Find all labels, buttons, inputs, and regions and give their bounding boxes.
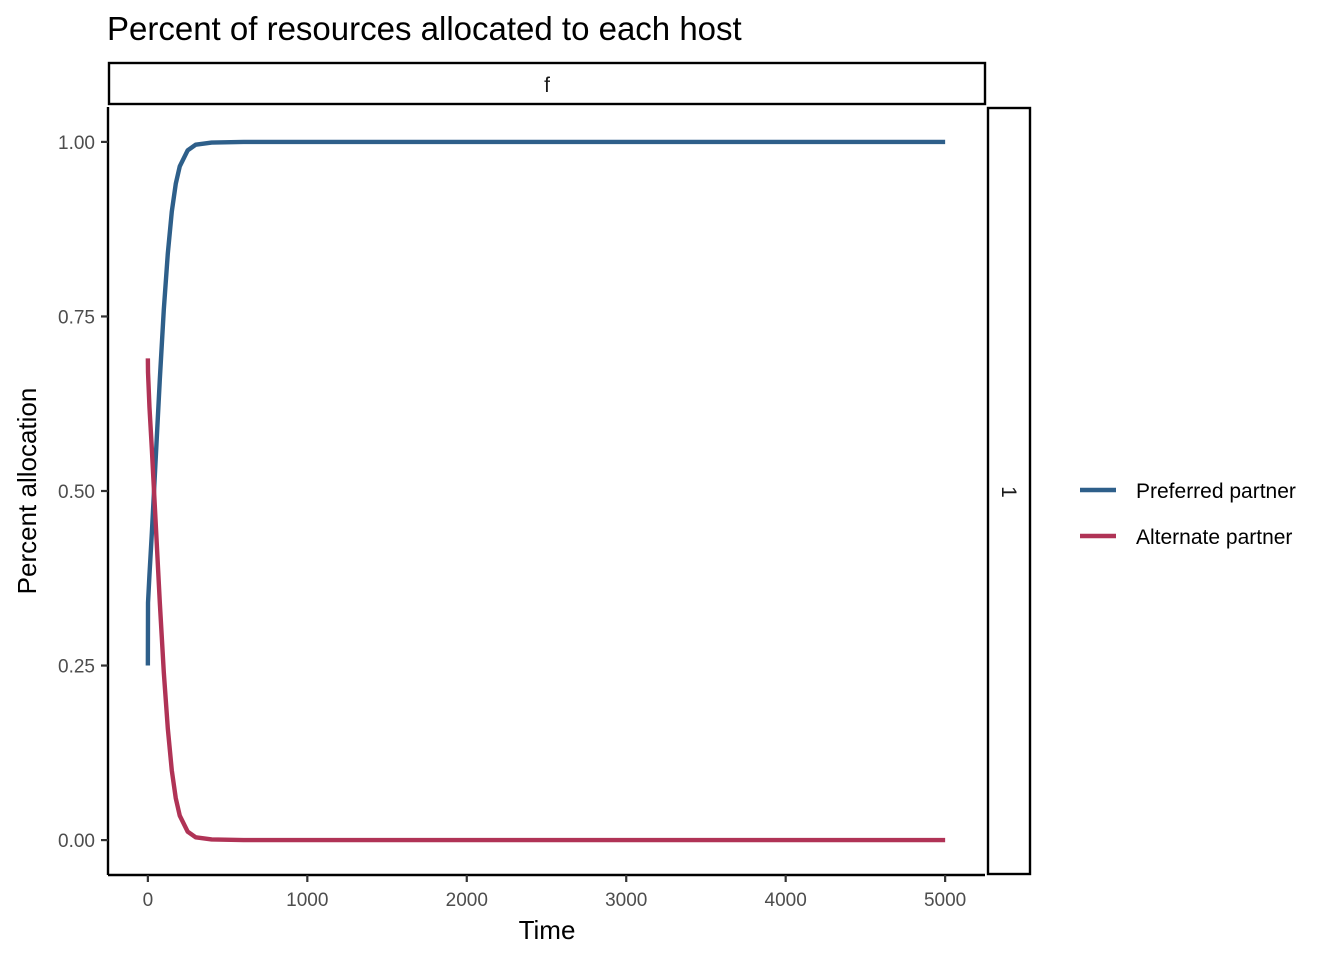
y-tick-label: 0.75 <box>58 307 95 328</box>
x-tick-label: 5000 <box>924 890 966 911</box>
x-axis-title: Time <box>519 915 576 945</box>
x-tick-label: 0 <box>143 890 154 911</box>
y-axis-ticks: 0.00 0.25 0.50 0.75 1.00 <box>58 133 108 852</box>
facet-strip-top-label: f <box>544 74 550 97</box>
x-axis-ticks: 0 1000 2000 3000 4000 5000 <box>143 875 966 911</box>
y-tick-label: 0.25 <box>58 657 95 678</box>
chart-title: Percent of resources allocated to each h… <box>107 10 742 47</box>
y-tick-label: 0.00 <box>58 831 95 852</box>
x-tick-label: 3000 <box>605 890 647 911</box>
legend-label-alternate-partner: Alternate partner <box>1136 526 1292 549</box>
facet-strip-top <box>107 61 987 106</box>
series-layer <box>145 139 946 843</box>
series-line-preferred-partner <box>145 139 946 666</box>
x-tick-label: 1000 <box>286 890 328 911</box>
legend: Preferred partner Alternate partner <box>1080 480 1296 549</box>
y-axis-title: Percent allocation <box>12 388 42 595</box>
facet-strip-right-label: 1 <box>997 486 1020 498</box>
legend-label-preferred-partner: Preferred partner <box>1136 480 1296 503</box>
y-tick-label: 0.50 <box>58 482 95 503</box>
y-tick-label: 1.00 <box>58 133 95 154</box>
x-tick-label: 2000 <box>446 890 488 911</box>
facet-strip-right <box>986 106 1032 876</box>
x-tick-label: 4000 <box>765 890 807 911</box>
plot-panel <box>108 107 985 875</box>
series-line-alternate-partner <box>145 358 946 843</box>
